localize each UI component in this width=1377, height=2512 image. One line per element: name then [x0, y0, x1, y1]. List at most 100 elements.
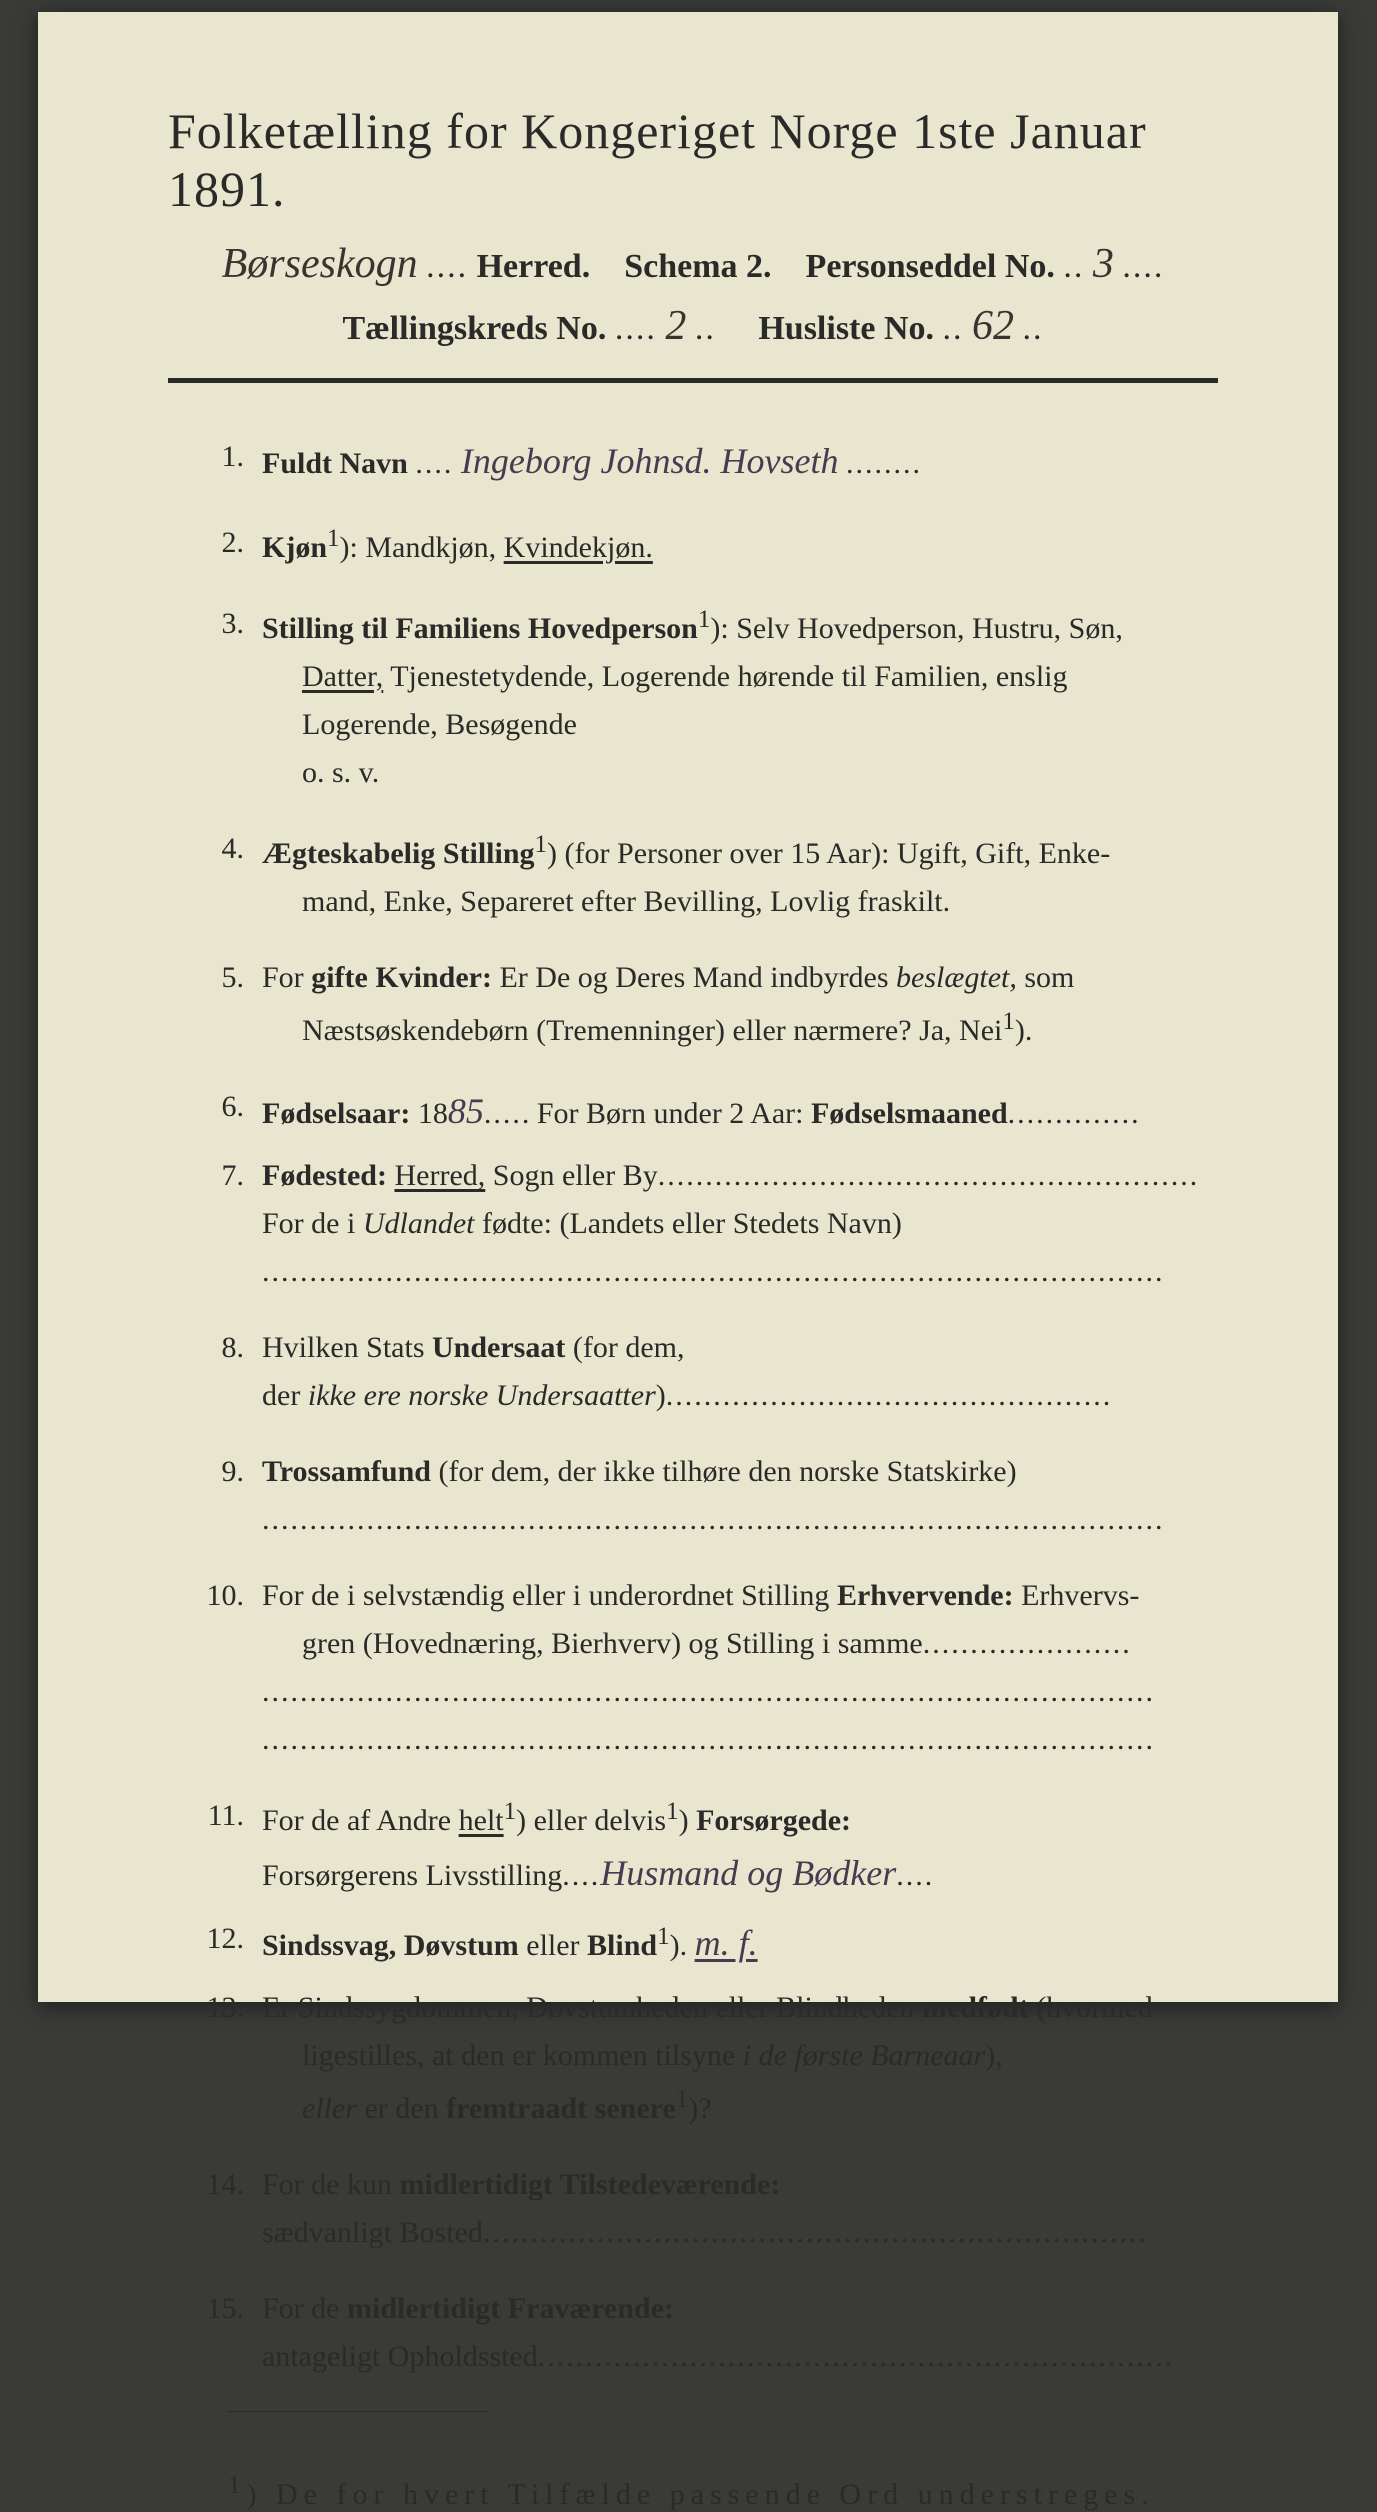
dots: .... [484, 1097, 522, 1130]
text: 18 [410, 1097, 448, 1130]
personseddel-no: 3 [1093, 241, 1114, 287]
item-body: Sindssvag, Døvstum eller Blind1). m. f. [262, 1915, 1218, 1973]
item-number: 9. [198, 1448, 262, 1544]
item-body: For de kun midlertidigt Tilstedeværende:… [262, 2161, 1218, 2257]
sup: 1 [504, 1798, 517, 1825]
item-5: 5. For gifte Kvinder: Er De og Deres Man… [198, 954, 1218, 1055]
text: som [1017, 961, 1075, 994]
item-number: 11. [198, 1792, 262, 1903]
italic: beslægtet, [896, 961, 1017, 994]
text: ): Mandkjøn, [340, 531, 504, 564]
item-4: 4. Ægteskabelig Stilling1) (for Personer… [198, 825, 1218, 926]
dots: .... [426, 248, 468, 285]
item-number: 5. [198, 954, 262, 1055]
text: Tjenestetydende, Logerende hørende til F… [383, 660, 1067, 693]
item-body: Ægteskabelig Stilling1) (for Personer ov… [262, 825, 1218, 926]
footnote-text: ) De for hvert Tilfælde passende Ord und… [247, 2478, 1155, 2511]
item-number: 2. [198, 519, 262, 572]
header-line-1: Børseskogn .... Herred. Schema 2. Person… [168, 240, 1218, 288]
footnote: 1) De for hvert Tilfælde passende Ord un… [168, 2472, 1218, 2512]
item-number: 8. [198, 1324, 262, 1420]
dots: .. [695, 310, 716, 347]
personseddel-label: Personseddel No. [806, 248, 1055, 285]
item-13: 13. Er Sindssygdommen, Døvstumheden elle… [198, 1984, 1218, 2133]
item-number: 15. [198, 2285, 262, 2381]
label: Undersaat [432, 1331, 565, 1364]
text: gren (Hovednæring, Bierhverv) og Stillin… [262, 1627, 923, 1660]
item-15: 15. For de midlertidigt Fraværende: anta… [198, 2285, 1218, 2381]
text: For [262, 961, 311, 994]
text: o. s. v. [262, 756, 379, 789]
sup: 1 [666, 1798, 679, 1825]
text: er den [364, 2092, 446, 2125]
label: Blind [587, 1929, 657, 1962]
italic: i de første Barneaar [743, 2039, 985, 2072]
underlined: Herred, [394, 1159, 485, 1192]
sup: 1 [535, 831, 548, 858]
label: Fødselsaar: [262, 1097, 410, 1130]
dots: .... [615, 310, 657, 347]
dots: ........................................… [483, 2216, 1148, 2249]
dots: ........................................… [262, 1675, 1155, 1708]
text: Forsørgerens Livsstilling [262, 1859, 562, 1892]
bold: fremtraadt senere [446, 2092, 676, 2125]
label: Ægteskabelig Stilling [262, 837, 535, 870]
underlined: Datter, [302, 660, 383, 693]
text: . For Børn under 2 Aar: [522, 1097, 811, 1130]
item-number: 12. [198, 1915, 262, 1973]
divider-rule [168, 378, 1218, 383]
text: Logerende, Besøgende [262, 708, 577, 741]
dots: .... [1122, 248, 1164, 285]
text: For de i selvstændig eller i underordnet… [262, 1579, 837, 1612]
dots: .... [896, 1859, 934, 1892]
text: (for dem, [565, 1331, 684, 1364]
label: medfødt [922, 1991, 1029, 2024]
text: Er De og Deres Mand indbyrdes [492, 961, 896, 994]
dots: ........................................… [658, 1159, 1200, 1192]
label: Trossamfund [262, 1455, 431, 1488]
herred-handwritten: Børseskogn [222, 241, 418, 287]
text: For de i [262, 1207, 363, 1240]
label: Forsørgede: [696, 1804, 851, 1837]
dots: ........................................… [262, 1503, 1165, 1536]
italic: Udlandet [363, 1207, 475, 1240]
text: ) [656, 1379, 666, 1412]
text: eller [519, 1929, 587, 1962]
item-body: For de midlertidigt Fraværende: antageli… [262, 2285, 1218, 2381]
dots: ........ [846, 447, 922, 480]
item-number: 4. [198, 825, 262, 926]
text: For de [262, 2292, 347, 2325]
italic: eller [302, 2092, 364, 2125]
item-7: 7. Fødested: Herred, Sogn eller By......… [198, 1152, 1218, 1296]
handwritten-name: Ingeborg Johnsd. Hovseth [461, 441, 839, 481]
dots: ...................... [923, 1627, 1132, 1660]
text: (hvormed [1029, 1991, 1153, 2024]
text: ). [1015, 1014, 1033, 1047]
text: For de af Andre [262, 1804, 459, 1837]
dots: .. [943, 310, 964, 347]
dots: ........................................… [538, 2340, 1175, 2373]
item-12: 12. Sindssvag, Døvstum eller Blind1). m.… [198, 1915, 1218, 1973]
text: mand, Enke, Separeret efter Bevilling, L… [262, 885, 950, 918]
indent: Datter, Tjenestetydende, Logerende høren… [262, 660, 1068, 693]
footnote-rule [228, 2411, 488, 2412]
item-number: 3. [198, 600, 262, 797]
census-form-page: Folketælling for Kongeriget Norge 1ste J… [38, 12, 1338, 2002]
text: ), [985, 2039, 1003, 2072]
item-9: 9. Trossamfund (for dem, der ikke tilhør… [198, 1448, 1218, 1544]
text: fødte: (Landets eller Stedets Navn) [474, 1207, 901, 1240]
item-6: 6. Fødselsaar: 1885..... For Børn under … [198, 1083, 1218, 1141]
item-body: Hvilken Stats Undersaat (for dem, der ik… [262, 1324, 1218, 1420]
dots: .. [1023, 310, 1044, 347]
sup: 1 [676, 2086, 689, 2113]
item-body: For de i selvstændig eller i underordnet… [262, 1572, 1218, 1764]
item-body: For gifte Kvinder: Er De og Deres Mand i… [262, 954, 1218, 1055]
item-number: 14. [198, 2161, 262, 2257]
text: Erhvervs- [1014, 1579, 1140, 1612]
husliste-no: 62 [972, 303, 1014, 349]
text: ) (for Personer over 15 Aar): Ugift, Gif… [547, 837, 1110, 870]
sup: 1 [228, 2472, 247, 2499]
label: Fødselsmaaned [811, 1097, 1008, 1130]
italic: ikke ere norske Undersaatter [308, 1379, 656, 1412]
item-body: Fødselsaar: 1885..... For Børn under 2 A… [262, 1083, 1218, 1141]
